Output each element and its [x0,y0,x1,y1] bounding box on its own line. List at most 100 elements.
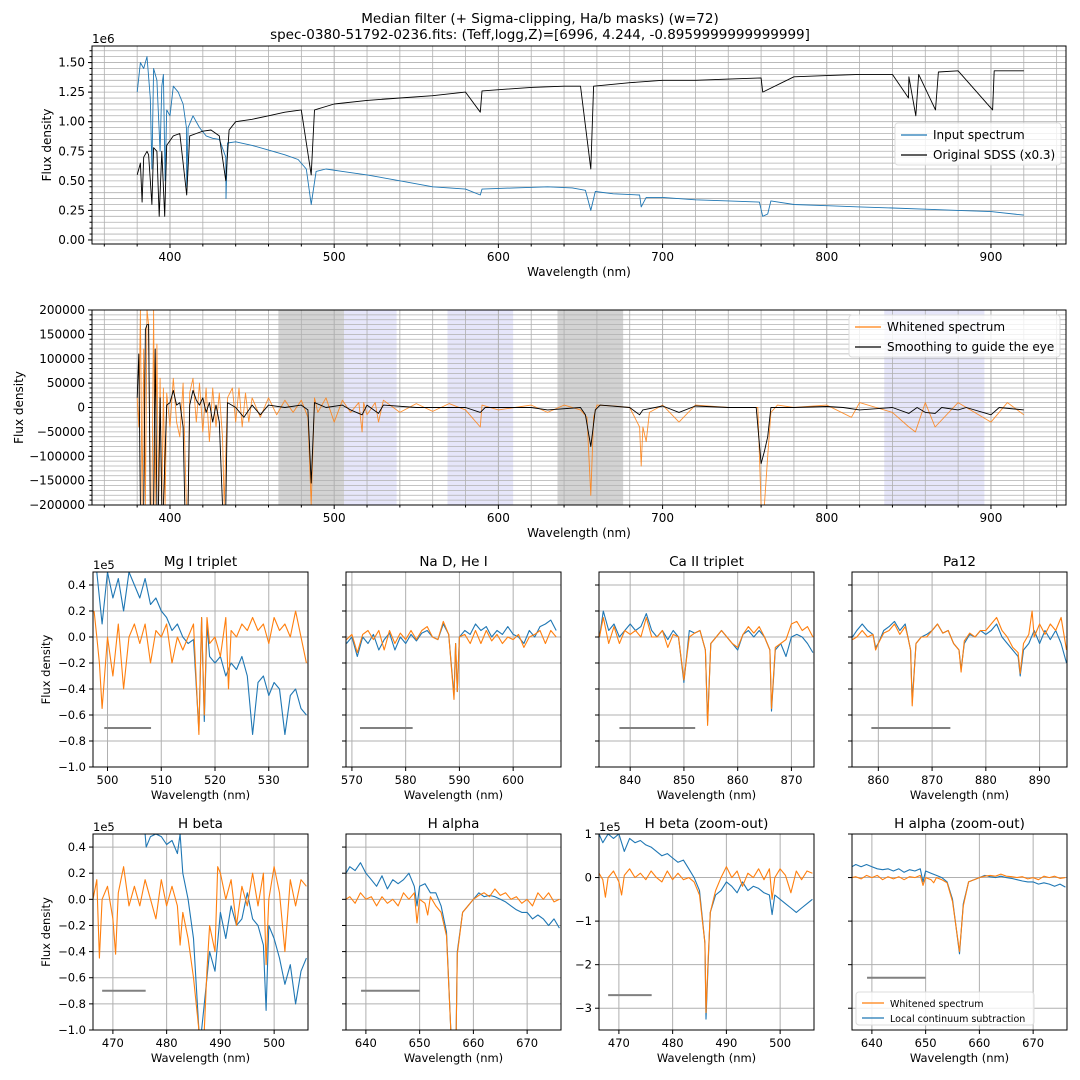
x-tick-label: 860 [867,773,889,787]
y-tick-label: −0.2 [58,656,86,670]
x-tick-label: 650 [409,1036,431,1050]
chart-h-alpha: 640 650 660 670 Wavelength (nm) H alpha [342,816,562,1065]
x-tick-label: 500 [263,1036,285,1050]
x-tick-label: 400 [159,511,182,525]
x-tick-label: 600 [487,511,510,525]
series-group [93,834,307,1030]
x-tick-label: 700 [651,250,674,264]
legend: Whitened spectrum Smoothing to guide the … [848,314,1061,358]
chart-whitened: 400 500 600 700 800 900 −200000 −150000 −100000 −… [12,303,1067,540]
y-tick-label: 0 [77,401,85,415]
x-axis-label: Wavelength (nm) [151,788,250,802]
y-tick-label: −0.8 [58,734,86,748]
x-tick-label: 490 [715,1036,737,1050]
series-group [93,572,307,736]
y-tick-label: −0.6 [58,708,86,722]
legend: Input spectrum Original SDSS (x0.3) [894,122,1062,166]
legend-label: Smoothing to guide the eye [887,340,1054,354]
figure-title-line2: spec-0380-51792-0236.fits: (Teff,logg,Z)… [270,27,810,43]
y-tick-label: −150000 [29,474,85,488]
series-line-input [136,56,1024,217]
series-line-whitened-spectrum [852,610,1067,707]
legend-box [855,991,1035,1026]
x-axis-label: Wavelength (nm) [910,1051,1009,1065]
legend-label: Original SDSS (x0.3) [933,148,1055,162]
x-tick-label: 660 [968,1036,990,1050]
series-group [599,610,814,726]
axes-frame [345,571,562,768]
x-axis-label: Wavelength (nm) [657,1051,756,1065]
grid [93,834,308,1030]
grid [346,834,561,1030]
x-tick-label: 480 [662,1036,684,1050]
axis-offset-label: 1e6 [92,32,115,46]
series-line-whitened-spectrum [93,610,307,736]
x-tick-label: 590 [448,773,470,787]
y-tick-label: −3 [575,1001,592,1015]
subplot-title: Pa12 [943,554,976,570]
y-tick-label: 0.2 [68,866,86,880]
series-line-whitened-spectrum [346,620,557,700]
grid [93,572,308,767]
axes-frame [92,833,309,1031]
axes-frame [851,571,1068,768]
y-tick-label: 0.75 [58,144,85,158]
y-tick-label: −200000 [29,498,85,512]
y-tick-label: 0.0 [68,630,86,644]
series-group [852,863,1066,955]
x-tick-label: 670 [1022,1036,1044,1050]
series-line-whitened-spectrum [346,888,560,1030]
x-tick-label: 490 [209,1036,231,1050]
x-tick-label: 650 [915,1036,937,1050]
y-tick-label: 0.25 [58,203,85,217]
y-tick-label: −1 [575,914,592,928]
x-tick-label: 640 [861,1036,883,1050]
x-tick-label: 860 [727,773,749,787]
y-tick-label: 1 [585,827,592,841]
subplot-title: H beta (zoom-out) [645,816,769,832]
series-line-whitened-spectrum [852,873,1066,953]
y-tick-label: 100000 [39,352,85,366]
y-axis-label: Flux density [39,634,53,704]
x-tick-label: 840 [619,773,641,787]
subplot-title: Na D, He I [419,554,487,570]
x-axis-label: Wavelength (nm) [404,1051,503,1065]
x-tick-label: 900 [980,511,1003,525]
y-tick-label: 50000 [47,376,85,390]
y-tick-label: −1.0 [58,760,86,774]
x-tick-label: 470 [102,1036,124,1050]
x-tick-label: 700 [651,511,674,525]
x-axis-label: Wavelength (nm) [404,788,503,802]
series-line-local-continuum-subtraction [346,862,560,1030]
axes-frame [851,833,1068,1031]
legend-label: Input spectrum [933,128,1025,142]
legend-box [894,122,1062,166]
x-tick-label: 870 [780,773,802,787]
y-tick-label: −0.4 [58,682,86,696]
series-group [136,310,1025,505]
y-tick-label: −0.8 [58,997,86,1011]
y-tick-label: −50000 [37,425,85,439]
x-tick-label: 500 [97,773,119,787]
chart-ca-triplet: 840 850 860 870 Wavelength (nm) Ca II triplet [595,554,815,802]
y-tick-label: −0.4 [58,945,86,959]
series-line-local-continuum-subtraction [96,572,307,736]
y-tick-label: 0.4 [68,578,86,592]
chart-h-beta: 470 480 490 500 −1.0 −0.8 −0.6 −0.4 −0.2 0.0 0.2 0.… [39,816,309,1065]
x-tick-label: 600 [487,250,510,264]
subplot-title: Ca II triplet [669,554,744,570]
x-axis-label: Wavelength (nm) [527,265,631,279]
x-tick-label: 800 [815,250,838,264]
series-group [852,610,1067,707]
y-tick-label: 0 [585,871,592,885]
x-tick-label: 870 [921,773,943,787]
axis-offset-label: 1e5 [93,820,115,834]
chart-overview: 400 500 600 700 800 900 0.00 0.25 0.50 0.75 1.00 1.… [40,32,1067,279]
x-tick-label: 520 [204,773,226,787]
y-tick-label: 200000 [39,303,85,317]
figure-title-line1: Median filter (+ Sigma-clipping, Ha/b ma… [361,11,719,27]
x-axis-label: Wavelength (nm) [910,788,1009,802]
y-tick-label: 0.2 [68,604,86,618]
y-tick-label: 0.50 [58,174,85,188]
x-tick-label: 570 [341,773,363,787]
